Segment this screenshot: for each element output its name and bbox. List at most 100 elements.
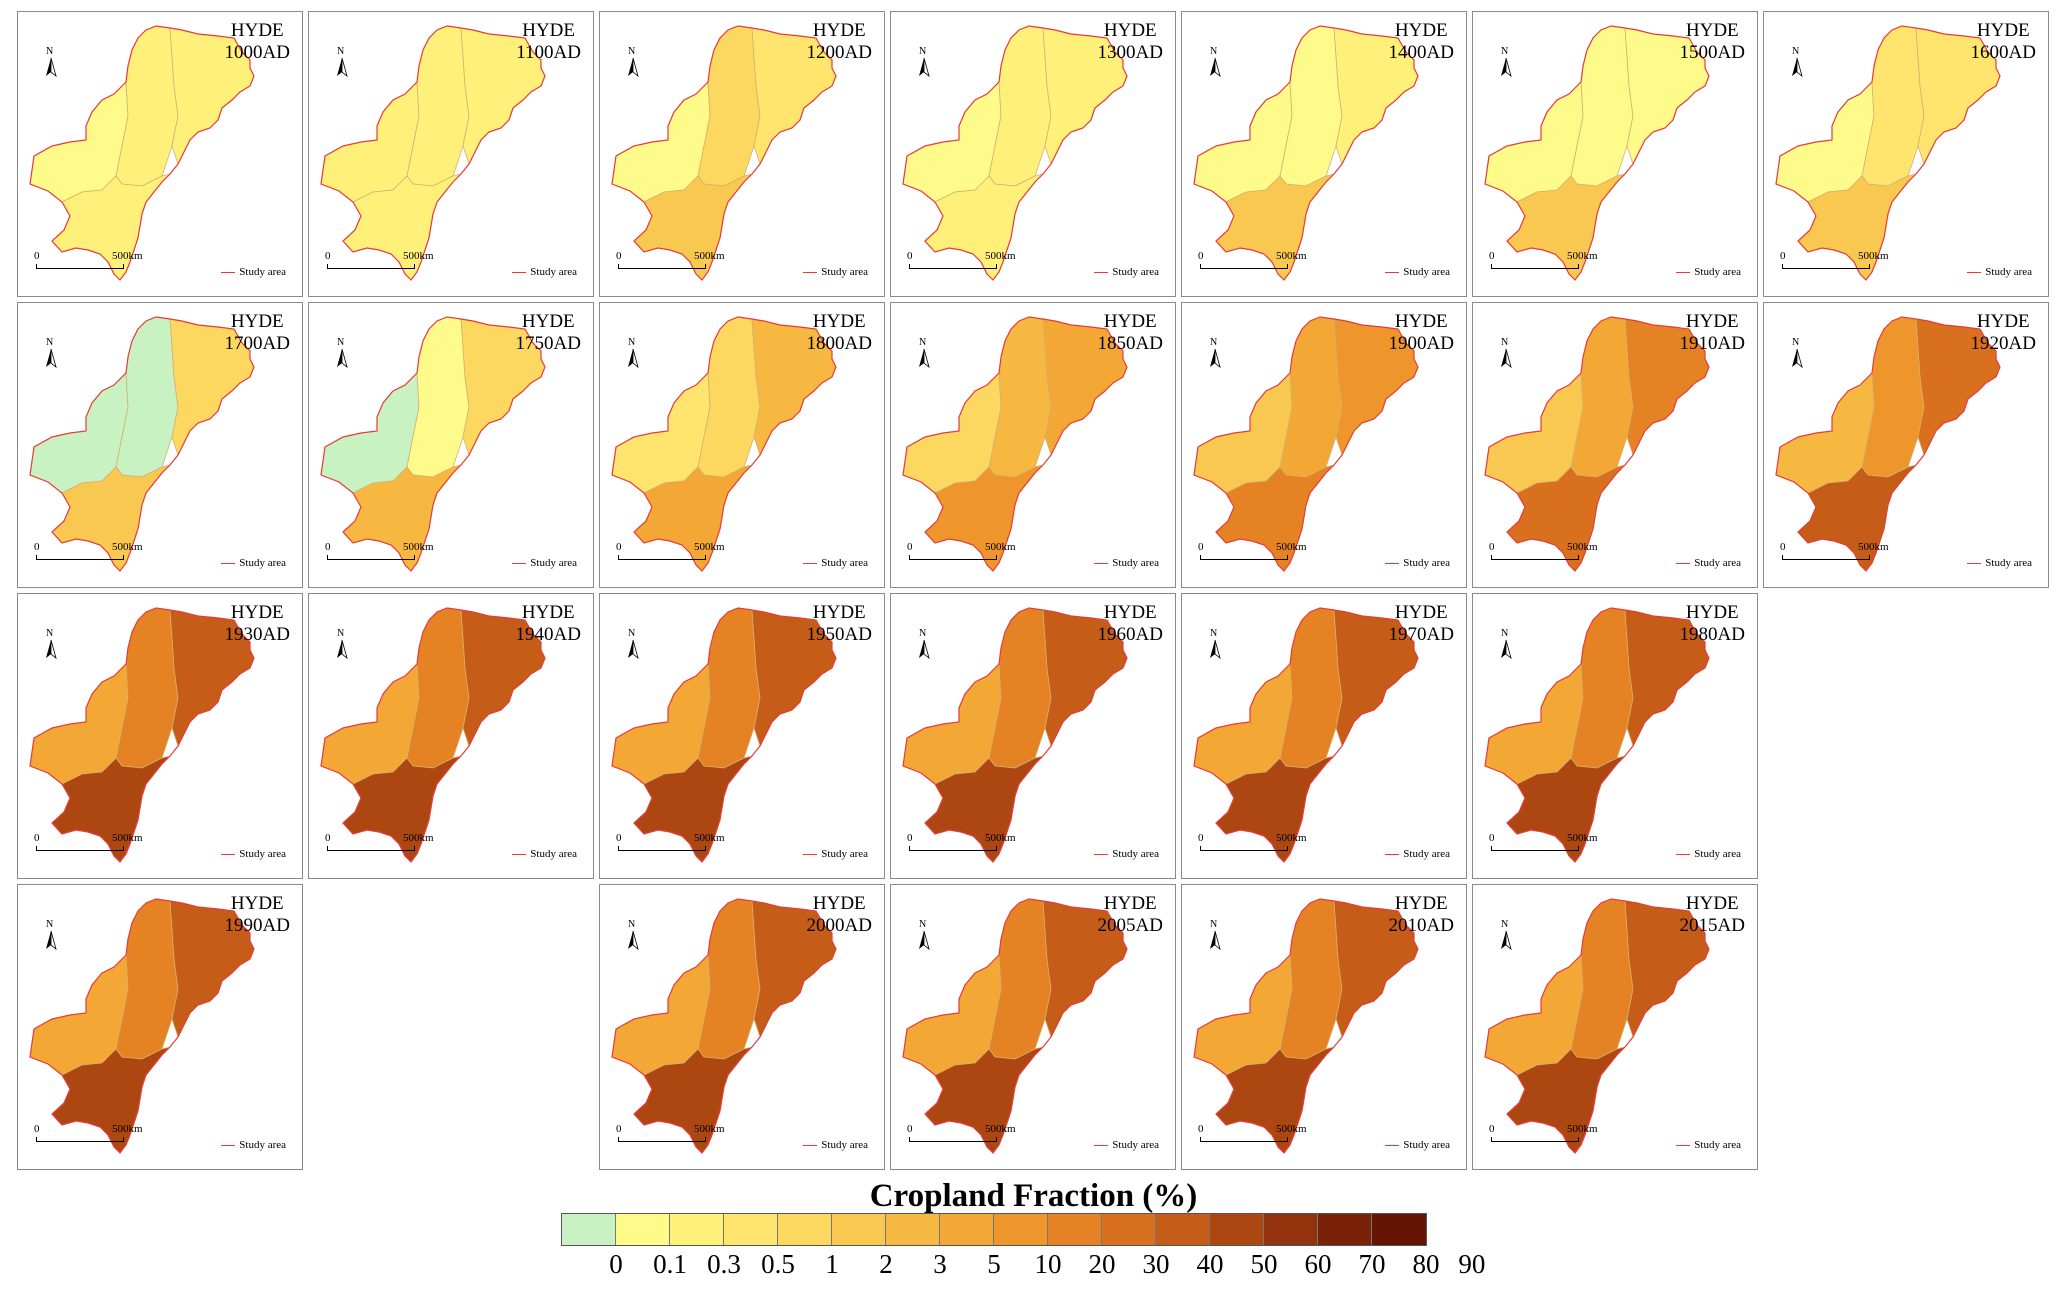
scale-bar: 0 500km — [616, 832, 816, 856]
study-area-label: Study area — [239, 266, 286, 278]
study-area-label: Study area — [530, 266, 577, 278]
colorbar-tick-label: 60 — [1304, 1249, 1332, 1279]
study-area-boundary — [1193, 25, 1419, 281]
study-area-boundary — [29, 607, 255, 863]
scale-bar: 0 500km — [907, 832, 1107, 856]
study-area-boundary — [611, 607, 837, 863]
panel-year-label: 2015AD — [1679, 915, 1745, 936]
panel-dataset-label: HYDE — [230, 311, 284, 332]
study-area-label: Study area — [530, 557, 577, 569]
study-area-line-icon — [1967, 562, 1982, 564]
colorbar-swatch — [562, 1214, 616, 1245]
scale-bar: 0 500km — [616, 1123, 816, 1147]
north-arrow-icon: N — [1208, 337, 1222, 371]
scale-length-label: 500km — [112, 250, 143, 262]
map-panel: HYDE 2010AD N 0 500km Study area — [1181, 884, 1467, 1170]
scale-line — [909, 1137, 997, 1142]
study-area-label: Study area — [821, 557, 868, 569]
scale-length-label: 500km — [985, 541, 1016, 553]
panel-year-label: 1300AD — [1097, 42, 1163, 63]
panel-year-label: 1960AD — [1097, 624, 1163, 645]
study-area-legend: Study area — [221, 557, 286, 569]
study-area-line-icon — [1094, 562, 1109, 564]
scale-zero-label: 0 — [1780, 541, 1786, 553]
scale-length-label: 500km — [1567, 832, 1598, 844]
scale-bar: 0 500km — [907, 1123, 1107, 1147]
study-area-legend: Study area — [803, 266, 868, 278]
scale-length-label: 500km — [985, 832, 1016, 844]
scale-line — [618, 264, 706, 269]
scale-bar: 0 500km — [1780, 250, 1980, 274]
north-arrow-icon: N — [1499, 337, 1513, 371]
colorbar-swatch — [1264, 1214, 1318, 1245]
panel-title: HYDE 1000AD — [225, 20, 290, 64]
region-map — [29, 316, 255, 572]
study-area-boundary — [320, 316, 546, 572]
scale-length-label: 500km — [694, 1123, 725, 1135]
scale-zero-label: 0 — [34, 541, 40, 553]
scale-length-label: 500km — [1276, 1123, 1307, 1135]
panel-year-label: 1850AD — [1097, 333, 1163, 354]
scale-length-label: 500km — [1858, 250, 1889, 262]
north-arrow-icon: N — [1790, 337, 1804, 371]
map-panel: HYDE 2005AD N 0 500km Study area — [890, 884, 1176, 1170]
panel-dataset-label: HYDE — [1685, 311, 1739, 332]
panel-year-label: 1930AD — [224, 624, 290, 645]
scale-line — [618, 846, 706, 851]
colorbar-swatch — [994, 1214, 1048, 1245]
study-area-boundary — [1775, 316, 2001, 572]
region-map — [1775, 25, 2001, 281]
study-area-boundary — [902, 607, 1128, 863]
north-arrow-icon: N — [44, 46, 58, 80]
scale-line — [909, 846, 997, 851]
panel-title: HYDE 1500AD — [1680, 20, 1745, 64]
scale-bar: 0 500km — [34, 541, 234, 565]
colorbar-tick-label: 3 — [933, 1249, 947, 1279]
colorbar-tick-label: 0.1 — [653, 1249, 687, 1279]
north-arrow-icon: N — [1499, 46, 1513, 80]
panel-year-label: 1990AD — [224, 915, 290, 936]
study-area-boundary — [1484, 25, 1710, 281]
north-arrow-icon: N — [335, 628, 349, 662]
north-arrow-icon: N — [44, 337, 58, 371]
colorbar-swatch — [616, 1214, 670, 1245]
scale-bar: 0 500km — [616, 250, 816, 274]
north-arrow-icon: N — [917, 919, 931, 953]
map-panel: HYDE 1750AD N 0 500km Study area — [308, 302, 594, 588]
study-area-label: Study area — [1694, 848, 1741, 860]
scale-line — [36, 264, 124, 269]
panel-title: HYDE 1100AD — [516, 20, 581, 64]
colorbar-swatch — [1210, 1214, 1264, 1245]
north-arrow-icon: N — [1208, 628, 1222, 662]
north-arrow-icon: N — [917, 46, 931, 80]
panel-title: HYDE 1900AD — [1389, 311, 1454, 355]
map-panel: HYDE 2015AD N 0 500km Study area — [1472, 884, 1758, 1170]
north-arrow-icon: N — [44, 919, 58, 953]
panel-year-label: 2000AD — [806, 915, 872, 936]
study-area-boundary — [1484, 898, 1710, 1154]
panel-year-label: 1950AD — [806, 624, 872, 645]
scale-length-label: 500km — [112, 1123, 143, 1135]
scale-bar: 0 500km — [34, 1123, 234, 1147]
scale-zero-label: 0 — [907, 832, 913, 844]
colorbar-tick-label: 0.3 — [707, 1249, 741, 1279]
scale-length-label: 500km — [1276, 541, 1307, 553]
study-area-boundary — [1193, 898, 1419, 1154]
study-area-label: Study area — [1403, 557, 1450, 569]
scale-length-label: 500km — [403, 250, 434, 262]
study-area-label: Study area — [821, 266, 868, 278]
study-area-boundary — [611, 25, 837, 281]
study-area-boundary — [29, 25, 255, 281]
panel-year-label: 1940AD — [515, 624, 581, 645]
colorbar-tick-label: 0 — [609, 1249, 623, 1279]
study-area-legend: Study area — [1094, 1139, 1159, 1151]
region-map — [29, 25, 255, 281]
panel-dataset-label: HYDE — [1685, 20, 1739, 41]
study-area-line-icon — [1676, 271, 1691, 273]
region-map — [29, 607, 255, 863]
colorbar-tick-label: 30 — [1142, 1249, 1170, 1279]
colorbar-swatch — [1156, 1214, 1210, 1245]
map-panel: HYDE 1600AD N 0 500km Study area — [1763, 11, 2049, 297]
scale-line — [327, 846, 415, 851]
panel-dataset-label: HYDE — [1394, 602, 1448, 623]
